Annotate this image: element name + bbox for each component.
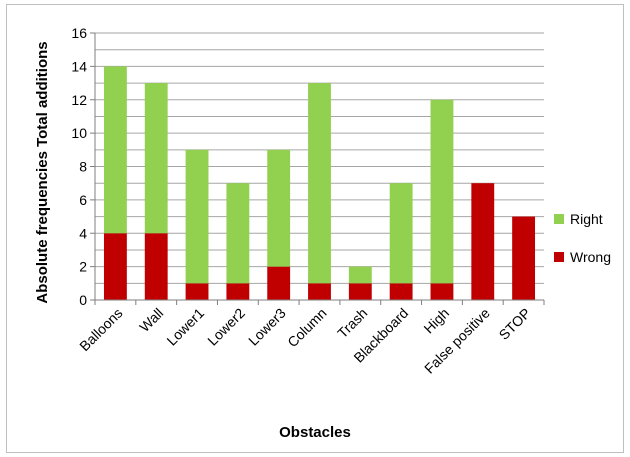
- x-tick-label: Column: [284, 305, 329, 350]
- bar-wrong-false-positive: [471, 183, 495, 300]
- y-tick-label: 0: [79, 292, 87, 308]
- legend-label-wrong: Wrong: [570, 249, 611, 265]
- bar-right-column: [308, 83, 331, 284]
- y-tick-label: 12: [71, 92, 87, 108]
- y-tick-label: 8: [79, 159, 87, 175]
- x-tick-label: Lower1: [163, 305, 207, 349]
- bar-right-blackboard: [389, 183, 413, 284]
- bar-right-wall: [144, 83, 168, 234]
- bar-right-balloons: [103, 66, 127, 234]
- bar-wrong-balloons: [103, 233, 127, 300]
- x-tick-label: Trash: [334, 305, 370, 341]
- bar-wrong-column: [308, 283, 331, 300]
- y-tick-labels: 0 2 4 6 8 10 12 14 16: [71, 25, 87, 308]
- y-axis-label: Absolute frequencies Total additions: [34, 41, 51, 303]
- bar-wrong-high: [430, 283, 454, 300]
- y-tick-label: 10: [71, 125, 87, 141]
- x-axis-label: Obstacles: [279, 424, 351, 441]
- x-tick-label: Lower3: [245, 305, 289, 349]
- bar-right-lower1: [185, 149, 209, 284]
- bar-wrong-stop: [512, 216, 536, 300]
- x-tick-label: Lower2: [204, 305, 248, 349]
- legend-swatch-wrong: [554, 252, 564, 262]
- bar-right-high: [430, 99, 454, 284]
- bar-wrong-trash: [348, 283, 372, 300]
- axes: [90, 32, 545, 305]
- bars: [103, 66, 536, 300]
- bar-wrong-blackboard: [389, 283, 413, 300]
- bar-right-trash: [348, 266, 372, 284]
- x-tick-label: High: [420, 305, 452, 337]
- y-tick-label: 14: [71, 58, 87, 74]
- legend-swatch-right: [554, 214, 564, 224]
- x-tick-label: STOP: [496, 305, 534, 343]
- bar-right-lower2: [226, 183, 250, 284]
- bar-wrong-wall: [144, 233, 168, 300]
- y-tick-label: 2: [79, 259, 87, 275]
- y-tick-label: 4: [79, 225, 87, 241]
- legend: Right Wrong: [554, 211, 611, 265]
- bar-right-lower3: [267, 149, 291, 267]
- x-tick-label: Wall: [136, 305, 166, 335]
- x-tick-label: Balloons: [76, 305, 125, 354]
- y-tick-label: 16: [71, 25, 87, 41]
- bar-wrong-lower2: [226, 283, 250, 300]
- bar-wrong-lower1: [185, 283, 209, 300]
- bar-wrong-lower3: [267, 266, 291, 300]
- legend-label-right: Right: [570, 211, 603, 227]
- y-tick-label: 6: [79, 192, 87, 208]
